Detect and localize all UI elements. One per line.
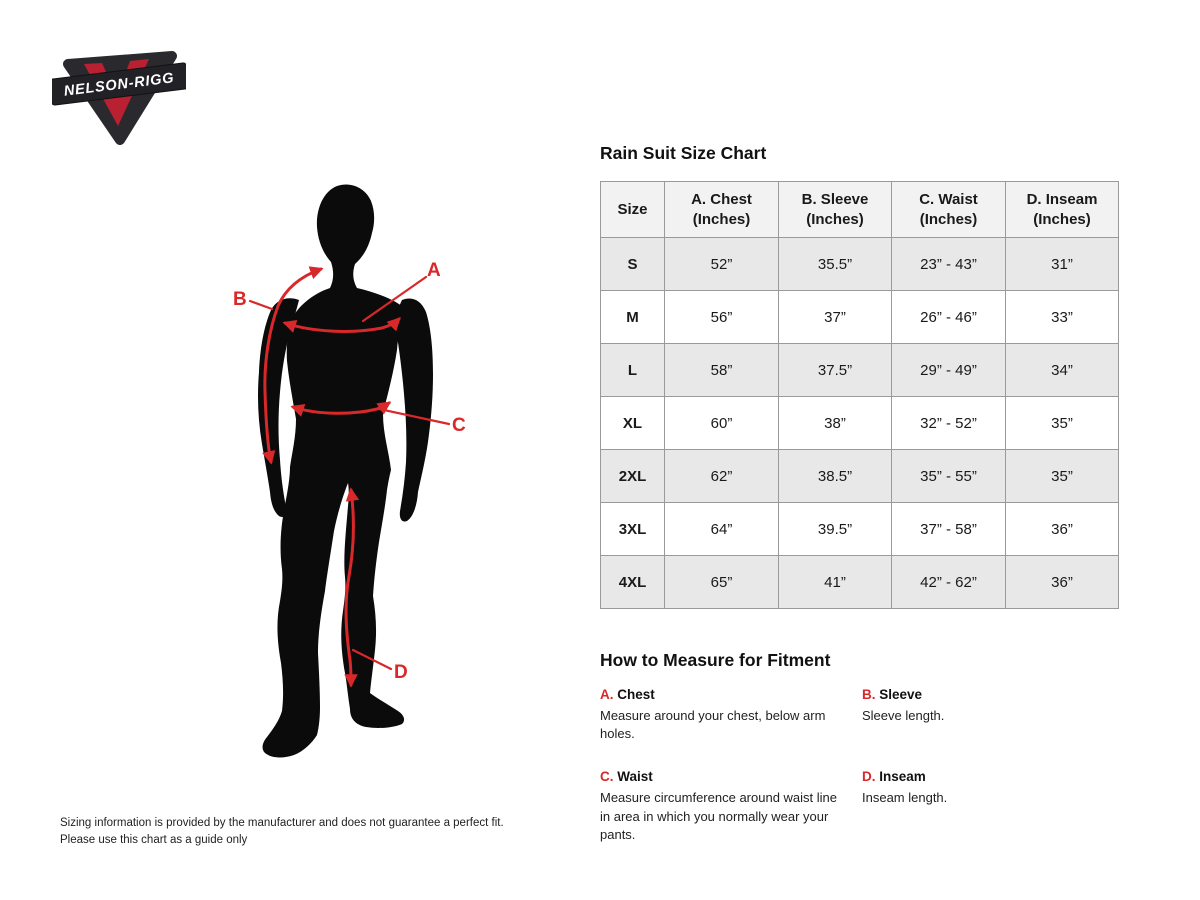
disclaimer-line-2: Please use this chart as a guide only (60, 833, 248, 846)
sleeve-cell: 39.5” (778, 502, 892, 556)
table-row: 4XL 65” 41” 42” - 62” 36” (600, 555, 1119, 609)
chest-cell: 65” (664, 555, 779, 609)
logo-banner: NELSON-RIGG (52, 62, 186, 106)
measure-name: Inseam (879, 769, 926, 785)
figure-label-d: D (394, 662, 408, 683)
sleeve-cell: 38” (778, 396, 892, 450)
measurement-lines (262, 266, 401, 688)
sleeve-cell: 37.5” (778, 343, 892, 397)
silhouette-left-arm (258, 298, 299, 517)
col-header-chest: A. Chest (Inches) (664, 181, 779, 238)
size-cell: XL (600, 396, 665, 450)
measure-description: Measure circumference around waist line … (600, 790, 837, 842)
waist-cell: 32” - 52” (891, 396, 1006, 450)
disclaimer-footer: Sizing information is provided by the ma… (60, 815, 504, 848)
chest-cell: 58” (664, 343, 779, 397)
waist-cell: 37” - 58” (891, 502, 1006, 556)
disclaimer-line-1: Sizing information is provided by the ma… (60, 817, 504, 829)
size-cell: L (600, 343, 665, 397)
inseam-cell: 35” (1005, 449, 1119, 503)
size-cell: 2XL (600, 449, 665, 503)
nelson-rigg-logo: NELSON-RIGG (52, 51, 186, 145)
measure-name: Chest (617, 687, 655, 702)
waist-cell: 29” - 49” (891, 343, 1006, 397)
measure-name: Sleeve (879, 687, 923, 702)
silhouette-torso-legs (262, 288, 407, 758)
measure-letter: A. (600, 687, 614, 702)
pointer-b (248, 299, 274, 311)
pointer-d (351, 648, 393, 671)
chest-measure-line-a (282, 317, 401, 333)
inseam-cell: 35” (1005, 396, 1119, 450)
inseam-cell: 34” (1005, 343, 1119, 397)
chest-cell: 56” (664, 290, 779, 344)
sleeve-cell: 35.5” (778, 237, 892, 291)
measure-item-chest: A. Chest Measure around your chest, belo… (600, 687, 862, 743)
col-header-waist: C. Waist (Inches) (891, 181, 1006, 238)
size-cell: M (600, 290, 665, 344)
chest-cell: 62” (664, 449, 779, 503)
chest-cell: 60” (664, 396, 779, 450)
silhouette-head (316, 184, 375, 291)
sleeve-cell: 37” (778, 290, 892, 344)
size-chart-title: Rain Suit Size Chart (600, 143, 767, 163)
chest-cell: 64” (664, 502, 779, 556)
measure-description: Measure around your chest, below arm hol… (600, 708, 826, 742)
figure-label-a: A (427, 260, 441, 281)
measure-item-heading: C. Waist (600, 769, 862, 784)
col-header-inseam: D. Inseam (Inches) (1005, 181, 1119, 238)
measure-item-heading: D. Inseam (862, 769, 1120, 784)
waist-cell: 23” - 43” (891, 237, 1006, 291)
silhouette-right-arm (395, 298, 433, 522)
table-row: M 56” 37” 26” - 46” 33” (600, 290, 1119, 344)
waist-cell: 35” - 55” (891, 449, 1006, 503)
table-row: 2XL 62” 38.5” 35” - 55” 35” (600, 449, 1119, 503)
sleeve-cell: 38.5” (778, 449, 892, 503)
measure-description: Sleeve length. (862, 708, 945, 723)
waist-measure-line-c (290, 401, 392, 417)
table-row: XL 60” 38” 32” - 52” 35” (600, 396, 1119, 450)
inseam-cell: 33” (1005, 290, 1119, 344)
inseam-cell: 36” (1005, 502, 1119, 556)
table-row: L 58” 37.5” 29” - 49” 34” (600, 343, 1119, 397)
measure-name: Waist (617, 769, 653, 785)
col-header-size: Size (600, 181, 665, 238)
table-header-row: Size A. Chest (Inches) B. Sleeve (Inches… (600, 181, 1119, 238)
measure-letter: C. (600, 769, 614, 785)
sleeve-cell: 41” (778, 555, 892, 609)
measure-item-sleeve: B. Sleeve Sleeve length. (862, 687, 1120, 743)
table-row: S 52” 35.5” 23” - 43” 31” (600, 237, 1119, 291)
size-cell: 3XL (600, 502, 665, 556)
how-to-measure-title: How to Measure for Fitment (600, 650, 831, 670)
measure-item-heading: A. Chest (600, 687, 862, 702)
figure-label-b: B (233, 289, 247, 310)
size-chart-table: Size A. Chest (Inches) B. Sleeve (Inches… (600, 181, 1119, 609)
inseam-cell: 36” (1005, 555, 1119, 609)
measure-letter: B. (862, 687, 876, 702)
measure-item-inseam: D. Inseam Inseam length. (862, 769, 1120, 844)
sleeve-measure-line-b (262, 266, 324, 465)
pointer-c (377, 407, 451, 426)
inseam-cell: 31” (1005, 237, 1119, 291)
measure-item-waist: C. Waist Measure circumference around wa… (600, 769, 862, 844)
inseam-measure-line-d (344, 487, 360, 688)
label-pointer-lines (248, 275, 451, 671)
measure-letter: D. (862, 769, 876, 785)
pointer-a (361, 275, 428, 323)
size-cell: S (600, 237, 665, 291)
waist-cell: 42” - 62” (891, 555, 1006, 609)
measure-description: Inseam length. (862, 790, 948, 806)
measure-item-heading: B. Sleeve (862, 687, 1120, 702)
waist-cell: 26” - 46” (891, 290, 1006, 344)
col-header-sleeve: B. Sleeve (Inches) (778, 181, 892, 238)
figure-label-c: C (452, 415, 466, 436)
chest-cell: 52” (664, 237, 779, 291)
size-cell: 4XL (600, 555, 665, 609)
how-to-measure-section: How to Measure for Fitment A. Chest Meas… (600, 650, 1120, 844)
table-row: 3XL 64” 39.5” 37” - 58” 36” (600, 502, 1119, 556)
